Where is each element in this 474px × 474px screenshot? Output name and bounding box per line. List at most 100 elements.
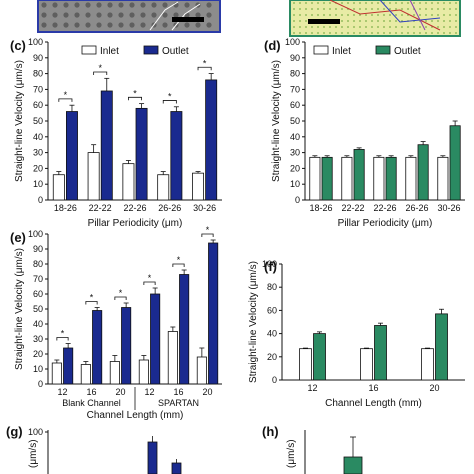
x-tick-label: 12 — [57, 387, 67, 397]
bar-outlet — [171, 462, 182, 474]
bar-outlet — [150, 293, 161, 385]
y-tick-label: 10 — [33, 364, 43, 374]
y-tick-label: 70 — [33, 84, 43, 94]
legend-label-inlet: Inlet — [332, 46, 351, 57]
panel-label: (f) — [264, 259, 277, 274]
y-tick-label: 30 — [33, 334, 43, 344]
legend-swatch-inlet — [81, 45, 97, 55]
y-axis-label: (μm/s) — [28, 439, 39, 468]
bar-outlet — [435, 313, 448, 381]
y-tick-label: 30 — [33, 148, 43, 158]
bar-inlet — [299, 348, 312, 381]
legend-label-outlet: Outlet — [394, 46, 421, 57]
group-label: SPARTAN — [158, 398, 199, 408]
legend-label-outlet: Outlet — [162, 46, 189, 57]
y-tick-label: 40 — [290, 132, 300, 142]
y-tick-label: 60 — [33, 100, 43, 110]
y-tick-label: 10 — [33, 179, 43, 189]
bar-inlet — [80, 364, 91, 385]
x-tick-label: 26-26 — [158, 203, 181, 213]
x-tick-label: 12 — [307, 383, 317, 393]
significance-marker: * — [203, 58, 207, 68]
bar-inlet — [309, 156, 321, 201]
y-tick-label: 80 — [267, 282, 277, 292]
y-tick-label: 50 — [290, 116, 300, 126]
y-tick-label: 100 — [28, 427, 43, 437]
y-tick-label: 30 — [290, 148, 300, 158]
y-axis-label: Straight-line Velocity (μm/s) — [248, 261, 259, 383]
significance-bracket — [197, 66, 212, 71]
y-tick-label: 100 — [285, 37, 300, 47]
x-tick-label: 18-26 — [309, 203, 332, 213]
significance-bracket — [201, 233, 214, 237]
y-tick-label: 60 — [33, 289, 43, 299]
legend-swatch-outlet — [143, 45, 159, 55]
significance-bracket — [172, 263, 185, 267]
y-tick-label: 60 — [267, 305, 277, 315]
microscopy-image-right — [289, 0, 461, 37]
y-tick-label: 40 — [267, 329, 277, 339]
y-tick-label: 50 — [33, 116, 43, 126]
x-tick-label: 18-26 — [54, 203, 77, 213]
y-tick-label: 0 — [38, 379, 43, 389]
significance-marker: * — [133, 88, 137, 98]
bar-inlet — [167, 331, 178, 385]
significance-marker: * — [90, 293, 94, 303]
y-axis-label: Straight-line Velocity (μm/s) — [271, 60, 282, 182]
x-tick-label: 16 — [173, 387, 183, 397]
y-tick-label: 10 — [290, 179, 300, 189]
x-tick-label: 20 — [115, 387, 125, 397]
bar-outlet — [374, 325, 387, 381]
bar-inlet — [196, 356, 207, 385]
bar-inlet — [109, 361, 120, 385]
x-tick-label: 22-26 — [123, 203, 146, 213]
significance-bracket — [143, 281, 156, 285]
y-tick-label: 0 — [295, 195, 300, 205]
x-tick-label: 30-26 — [193, 203, 216, 213]
y-tick-label: 80 — [33, 69, 43, 79]
y-tick-label: 80 — [33, 259, 43, 269]
x-tick-label: 26-26 — [405, 203, 428, 213]
chart-panel-4: 0 20 40 60 80 100(f) Straight-line Velocity (μ… — [248, 259, 465, 409]
bar-outlet — [449, 125, 461, 201]
significance-marker: * — [61, 329, 65, 339]
bar-outlet — [147, 441, 158, 474]
y-axis-label: Straight-line Velocity (μm/s) — [14, 248, 25, 370]
bar-outlet — [205, 79, 218, 201]
x-axis-label: Pillar Periodicity (μm) — [88, 218, 183, 229]
bar-inlet — [421, 348, 434, 381]
bar-inlet — [405, 156, 417, 201]
y-tick-label: 90 — [290, 53, 300, 63]
bar-outlet — [343, 456, 363, 474]
significance-marker: * — [206, 225, 210, 235]
y-tick-label: 20 — [33, 349, 43, 359]
bar-outlet — [92, 310, 103, 385]
significance-marker: * — [148, 273, 152, 283]
bar-inlet — [437, 156, 449, 201]
legend-swatch-inlet — [313, 45, 329, 55]
significance-bracket — [93, 71, 108, 76]
bar-outlet — [321, 156, 333, 201]
bar-outlet — [66, 111, 78, 201]
chart-panel-g: (g) 100 (μm/s) — [6, 424, 182, 474]
y-tick-label: 80 — [290, 69, 300, 79]
bar-outlet — [385, 156, 397, 201]
x-axis-label: Pillar Periodicity (μm) — [338, 218, 433, 229]
x-axis-label: Channel Length (mm) — [87, 410, 184, 421]
y-tick-label: 70 — [33, 274, 43, 284]
bar-inlet — [157, 174, 170, 201]
bar-outlet — [170, 111, 183, 201]
y-axis-label: (μm/s) — [286, 439, 297, 468]
significance-marker: * — [64, 90, 68, 100]
bar-outlet — [208, 242, 219, 385]
bar-outlet — [179, 274, 190, 385]
y-tick-label: 100 — [28, 37, 43, 47]
significance-marker: * — [177, 255, 181, 265]
panel-label: (g) — [6, 424, 23, 439]
x-tick-label: 16 — [86, 387, 96, 397]
panel-label: (d) — [264, 38, 281, 53]
significance-bracket — [56, 337, 69, 341]
y-tick-label: 0 — [272, 375, 277, 385]
chart-panel-2: 0 10 20 30 40 50 60 70 80 90 100 (d) Straight-line V… — [264, 37, 465, 229]
significance-marker: * — [98, 63, 102, 73]
